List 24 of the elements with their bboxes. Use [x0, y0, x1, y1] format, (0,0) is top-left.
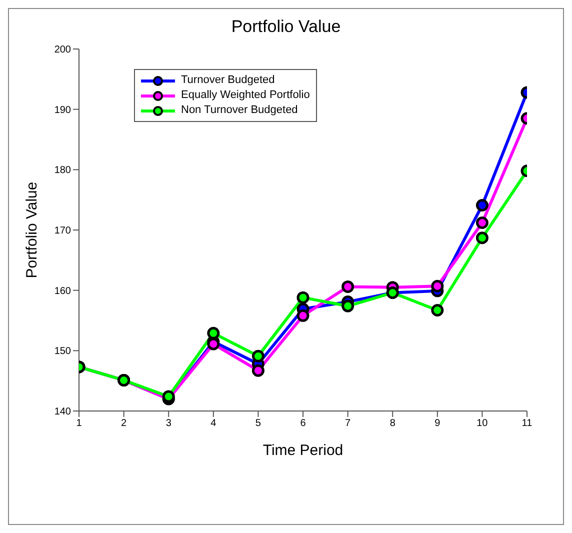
x-tick-label: 7 [345, 418, 352, 430]
x-tick-label: 4 [210, 418, 217, 430]
legend-label: Non Turnover Budgeted [181, 103, 298, 118]
y-tick-label: 160 [54, 286, 72, 297]
y-tick-label: 180 [54, 165, 72, 176]
x-tick-label: 2 [121, 418, 128, 430]
legend-label: Equally Weighted Portfolio [181, 88, 310, 103]
x-tick-label: 3 [166, 418, 172, 430]
x-tick-label: 8 [390, 418, 396, 430]
y-axis-title: Portfolio Value [23, 182, 40, 278]
y-tick-label: 200 [54, 44, 72, 56]
x-tick-label: 5 [255, 418, 262, 430]
x-tick-label: 10 [476, 418, 488, 430]
y-tick-label: 170 [54, 226, 72, 237]
x-tick-label: 9 [434, 418, 441, 430]
y-tick-label: 140 [54, 406, 72, 418]
y-tick-label: 190 [54, 104, 72, 116]
y-tick-label: 150 [54, 346, 72, 358]
chart-title: Portfolio Value [230, 17, 342, 37]
x-tick-label: 11 [522, 418, 533, 430]
x-tick-label: 6 [300, 418, 306, 430]
legend-label: Turnover Budgeted [181, 73, 275, 88]
x-axis-title: Time Period [262, 442, 344, 459]
x-tick-label: 1 [76, 418, 82, 430]
